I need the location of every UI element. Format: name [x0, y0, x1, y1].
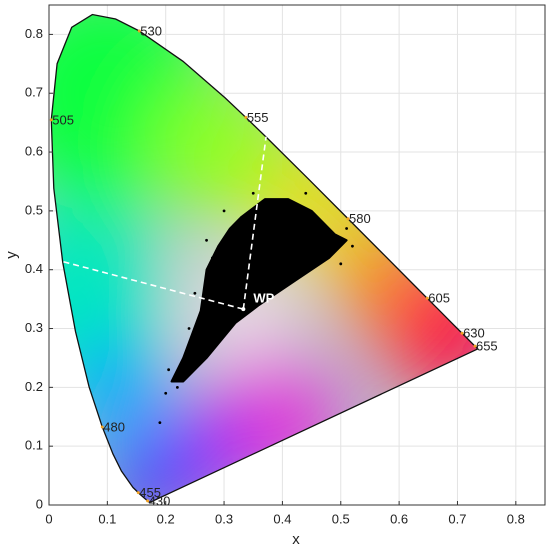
wavelength-label: 605	[428, 291, 450, 306]
scatter-point	[222, 209, 226, 213]
wavelength-label: 555	[247, 110, 269, 125]
y-tick-label: 0.5	[25, 202, 43, 217]
wavelength-label: 530	[140, 23, 162, 38]
scatter-point	[304, 191, 308, 195]
x-tick-label: 0.7	[448, 511, 466, 526]
scatter-point	[345, 227, 348, 230]
scatter-point	[167, 368, 171, 372]
y-tick-label: 0.8	[25, 26, 43, 41]
white-point-label: WP	[253, 291, 274, 306]
x-tick-label: 0	[45, 511, 52, 526]
x-axis-label: x	[292, 531, 300, 548]
wavelength-label: 455	[139, 485, 161, 500]
y-tick-label: 0	[36, 496, 43, 511]
wavelength-marker	[49, 118, 53, 122]
y-axis-label: y	[3, 251, 20, 259]
scatter-point	[187, 327, 191, 330]
scatter-point	[205, 238, 208, 242]
y-tick-label: 0.4	[25, 261, 43, 276]
scatter-point	[164, 391, 168, 395]
wavelength-label: 505	[52, 112, 74, 127]
wavelength-label: 655	[476, 339, 498, 354]
x-tick-label: 0.8	[507, 511, 525, 526]
scatter-point	[251, 191, 255, 195]
dominant-line	[59, 260, 244, 310]
y-tick-label: 0.1	[25, 438, 43, 453]
wavelength-marker	[146, 499, 150, 503]
axes-frame	[48, 4, 546, 506]
wavelength-marker	[473, 344, 477, 348]
wavelength-marker	[346, 217, 350, 221]
wavelength-label: 630	[463, 326, 485, 341]
x-tick-label: 0.1	[98, 511, 116, 526]
wavelength-marker	[425, 296, 429, 300]
wavelength-marker	[136, 491, 140, 495]
wavelength-label: 580	[349, 211, 371, 226]
y-tick-label: 0.3	[25, 320, 43, 335]
wavelength-marker	[137, 29, 141, 33]
wavelength-label: 480	[103, 419, 125, 434]
white-point	[241, 307, 246, 312]
scatter-point	[339, 262, 343, 266]
x-tick-label: 0.6	[390, 511, 408, 526]
scatter-point	[193, 291, 197, 295]
wavelength-marker	[460, 331, 464, 335]
x-tick-label: 0.3	[215, 511, 233, 526]
scatter-point	[351, 244, 354, 248]
x-tick-label: 0.2	[157, 511, 175, 526]
wavelength-marker	[100, 425, 104, 429]
scatter-point	[158, 421, 162, 425]
y-tick-label: 0.7	[25, 85, 43, 100]
x-tick-label: 0.4	[273, 511, 291, 526]
y-tick-label: 0.6	[25, 143, 43, 158]
wavelength-marker	[244, 115, 248, 119]
scatter-point	[175, 385, 179, 389]
dominant-line	[242, 136, 267, 310]
spectral-locus	[50, 13, 479, 503]
x-tick-label: 0.5	[332, 511, 350, 526]
scatter-point	[210, 256, 214, 260]
y-tick-label: 0.2	[25, 379, 43, 394]
scatter-cloud	[170, 198, 348, 383]
